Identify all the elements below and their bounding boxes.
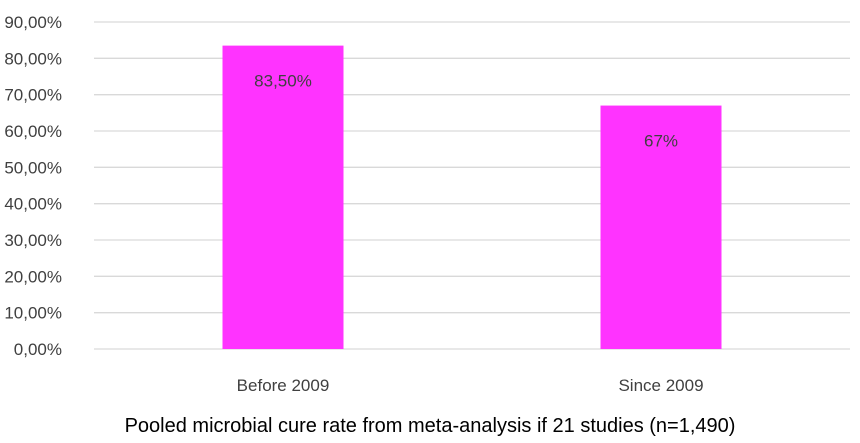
data-labels: 83,50% 67%	[254, 72, 678, 151]
y-tick-label: 90,00%	[4, 13, 62, 32]
y-tick-label: 0,00%	[14, 340, 62, 359]
y-tick-label: 20,00%	[4, 267, 62, 286]
x-category-label: Since 2009	[618, 376, 703, 395]
y-tick-label: 70,00%	[4, 86, 62, 105]
bar	[222, 45, 344, 349]
y-tick-label: 60,00%	[4, 122, 62, 141]
x-axis-category-labels: Before 2009 Since 2009	[237, 376, 704, 395]
y-tick-label: 30,00%	[4, 231, 62, 250]
gridlines	[94, 21, 850, 350]
y-axis-tick-labels: 0,00% 10,00% 20,00% 30,00% 40,00% 50,00% 60,00…	[4, 13, 62, 359]
x-category-label: Before 2009	[237, 376, 330, 395]
y-tick-label: 50,00%	[4, 158, 62, 177]
x-axis-title: Pooled microbial cure rate from meta-ana…	[125, 415, 736, 437]
y-tick-label: 10,00%	[4, 304, 62, 323]
bar-data-label: 83,50%	[254, 72, 312, 91]
bar	[600, 105, 722, 349]
bar-data-label: 67%	[644, 132, 678, 151]
y-tick-label: 80,00%	[4, 49, 62, 68]
bars	[222, 45, 722, 349]
y-tick-label: 40,00%	[4, 195, 62, 214]
